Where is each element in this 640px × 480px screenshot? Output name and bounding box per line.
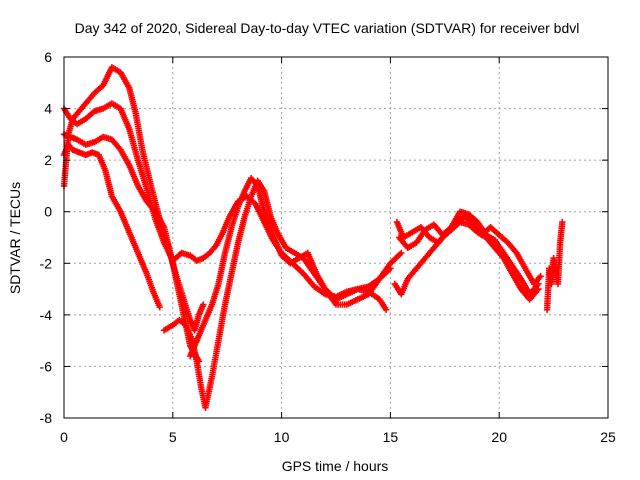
y-tick-label: -8 bbox=[40, 410, 53, 426]
data-point bbox=[398, 249, 405, 257]
x-tick-label: 10 bbox=[274, 429, 290, 445]
x-tick-label: 25 bbox=[600, 429, 616, 445]
data-point bbox=[535, 280, 542, 288]
chart-title: Day 342 of 2020, Sidereal Day-to-day VTE… bbox=[75, 20, 580, 36]
plot-border bbox=[63, 56, 609, 419]
series-track-1 bbox=[60, 64, 207, 334]
y-tick-label: 6 bbox=[44, 49, 52, 65]
x-tick-label: 20 bbox=[491, 429, 507, 445]
y-tick-label: 0 bbox=[44, 204, 52, 220]
series-track-6 bbox=[187, 174, 394, 360]
y-axis-label: SDTVAR / TECUs bbox=[7, 182, 23, 294]
x-tick-label: 0 bbox=[60, 429, 68, 445]
series-track-2 bbox=[60, 141, 163, 311]
x-tick-label: 5 bbox=[169, 429, 177, 445]
y-tick-label: -2 bbox=[40, 255, 53, 271]
series-track-10 bbox=[543, 218, 566, 313]
data-points bbox=[60, 64, 566, 411]
y-tick-label: -4 bbox=[40, 307, 53, 323]
data-point bbox=[200, 301, 207, 308]
tick-labels: 0 5 10 15 20 25 -8 -6 -4 -2 0 2 4 6 bbox=[40, 49, 616, 445]
tick-marks bbox=[63, 56, 609, 419]
series-track-5 bbox=[160, 177, 405, 411]
data-point bbox=[156, 303, 163, 311]
y-tick-label: -6 bbox=[40, 358, 53, 374]
y-tick-label: 2 bbox=[44, 152, 52, 168]
x-tick-label: 15 bbox=[383, 429, 399, 445]
data-point bbox=[382, 306, 390, 313]
data-point bbox=[537, 272, 544, 280]
y-tick-label: 4 bbox=[44, 101, 52, 117]
data-point bbox=[559, 218, 566, 226]
data-point bbox=[387, 265, 394, 272]
x-axis-label: GPS time / hours bbox=[282, 458, 389, 474]
series-track-9 bbox=[395, 208, 542, 298]
